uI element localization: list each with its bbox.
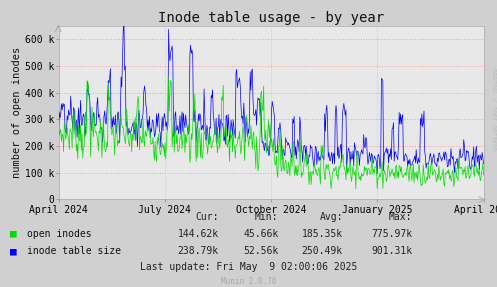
Text: inode table size: inode table size: [27, 246, 121, 256]
Text: 45.66k: 45.66k: [243, 229, 278, 239]
Text: open inodes: open inodes: [27, 229, 92, 239]
Title: Inode table usage - by year: Inode table usage - by year: [158, 11, 384, 25]
Text: Last update: Fri May  9 02:00:06 2025: Last update: Fri May 9 02:00:06 2025: [140, 263, 357, 272]
Text: 775.97k: 775.97k: [371, 229, 413, 239]
Text: 185.35k: 185.35k: [302, 229, 343, 239]
Text: ■: ■: [10, 246, 17, 256]
Text: 238.79k: 238.79k: [177, 246, 219, 256]
Text: Munin 2.0.76: Munin 2.0.76: [221, 277, 276, 286]
Text: RRDTOOL / TOBI OETIKER: RRDTOOL / TOBI OETIKER: [492, 68, 497, 150]
Text: ■: ■: [10, 229, 17, 239]
Text: Min:: Min:: [255, 212, 278, 222]
Text: Avg:: Avg:: [320, 212, 343, 222]
Y-axis label: number of open inodes: number of open inodes: [12, 47, 22, 178]
Text: Cur:: Cur:: [195, 212, 219, 222]
Text: Max:: Max:: [389, 212, 413, 222]
Text: 250.49k: 250.49k: [302, 246, 343, 256]
Text: 901.31k: 901.31k: [371, 246, 413, 256]
Text: 52.56k: 52.56k: [243, 246, 278, 256]
Text: 144.62k: 144.62k: [177, 229, 219, 239]
